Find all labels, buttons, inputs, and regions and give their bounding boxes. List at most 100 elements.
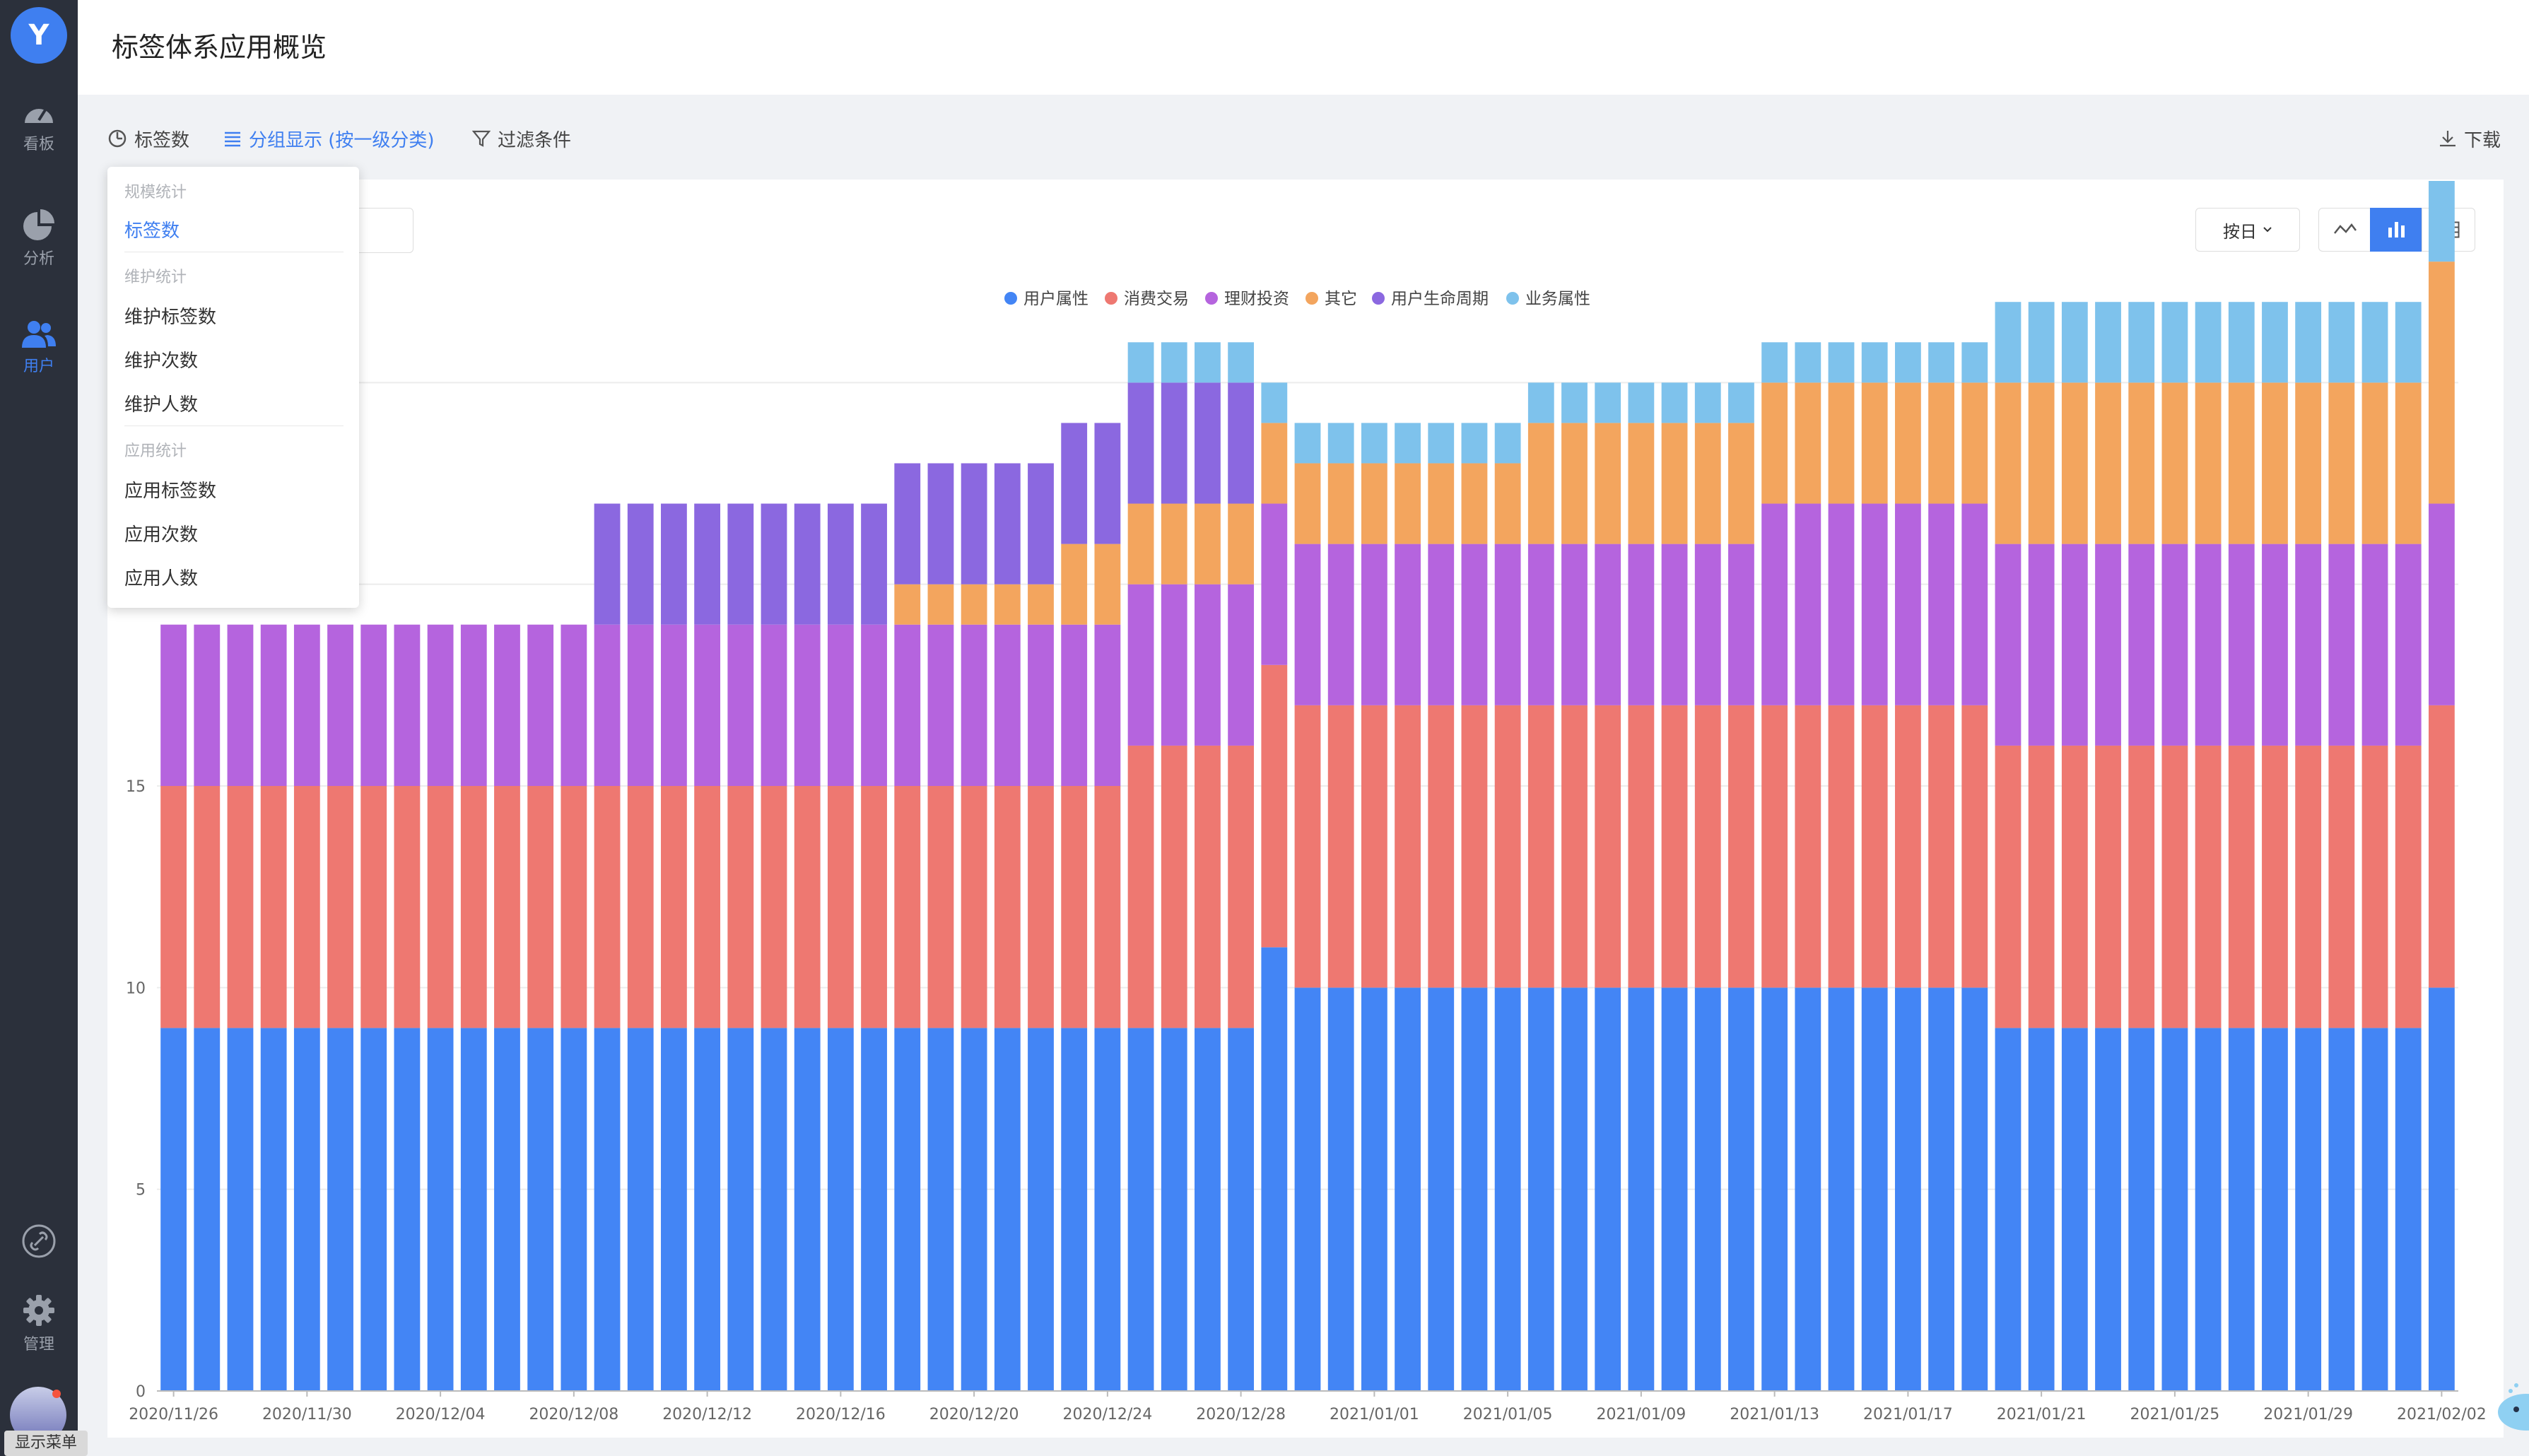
assistant-whale-icon[interactable] [2492, 1370, 2529, 1433]
sidebar-item-manage[interactable]: 管理 [0, 1293, 78, 1371]
menu-item-maintained-tags[interactable]: 维护标签数 [124, 307, 217, 328]
bar-segment [1527, 382, 1554, 423]
bar-segment [2262, 1028, 2288, 1391]
bar-segment [1828, 705, 1855, 988]
bar-segment [1795, 382, 1821, 504]
view-bar-button[interactable] [2370, 208, 2424, 252]
bar-segment [2295, 745, 2322, 1028]
menu-item-maintenance-times[interactable]: 维护次数 [124, 351, 199, 372]
filter-conditions-button[interactable]: 过滤条件 [472, 123, 571, 154]
x-tick-label: 2021/01/09 [1596, 1406, 1686, 1423]
bar-segment [1728, 382, 1754, 423]
x-tick-label: 2021/01/13 [1730, 1406, 1819, 1423]
bar-segment [927, 463, 954, 585]
sidebar-item-dashboard[interactable]: 看板 [0, 99, 78, 177]
bar-segment [727, 503, 754, 625]
bar-segment [1861, 987, 1888, 1391]
page-header: 标签体系应用概览 [78, 0, 2529, 95]
group-display-toggle[interactable]: 分组显示 (按一级分类) [223, 123, 435, 154]
bar-segment [2095, 745, 2121, 1028]
bar-segment [2195, 302, 2222, 383]
bar-segment [961, 463, 987, 585]
x-tick-label: 2020/12/08 [529, 1406, 618, 1423]
bar-segment [861, 624, 887, 786]
bar-segment [961, 624, 987, 786]
bar-segment [1028, 624, 1054, 786]
bar-segment [1428, 544, 1455, 705]
bar-segment [2361, 1028, 2388, 1391]
bar-segment [1494, 705, 1521, 988]
sidebar-item-users[interactable]: 用户 [0, 319, 78, 397]
bar-segment [2328, 302, 2355, 383]
bar-segment [2061, 745, 2088, 1028]
bar-segment [1195, 342, 1221, 383]
bar-segment [1595, 705, 1621, 988]
bar-segment [1961, 382, 1988, 504]
legend-label: 理财投资 [1224, 290, 1289, 308]
menu-item-applied-tags[interactable]: 应用标签数 [124, 481, 217, 502]
bar-segment [1294, 544, 1321, 705]
show-menu-button[interactable]: 显示菜单 [4, 1431, 88, 1456]
bar-segment [460, 624, 487, 786]
bar-segment [594, 503, 621, 625]
bar-segment [727, 624, 754, 786]
bar-segment [327, 624, 353, 786]
bar-segment [994, 584, 1021, 625]
bar-segment [1261, 423, 1288, 504]
bar-segment [994, 463, 1021, 585]
bar-segment [327, 1028, 353, 1391]
bar-segment [1028, 786, 1054, 1028]
bar-segment [2028, 302, 2055, 383]
line-chart-icon [2334, 223, 2357, 234]
bar-segment [2128, 745, 2155, 1028]
app-logo[interactable]: Y [11, 7, 67, 64]
bar-segment [1461, 987, 1488, 1391]
link-icon [22, 1224, 56, 1258]
x-tick-label: 2021/02/02 [2397, 1406, 2487, 1423]
bar-segment [1428, 987, 1455, 1391]
menu-item-maintainers[interactable]: 维护人数 [124, 394, 199, 416]
bar-segment [1861, 503, 1888, 705]
bar-segment [1861, 382, 1888, 504]
download-button[interactable]: 下载 [2439, 123, 2501, 154]
bar-segment [2161, 544, 2188, 746]
bar-segment [1094, 423, 1121, 544]
bar-segment [2028, 1028, 2055, 1391]
bar-segment [1894, 705, 1921, 988]
bar-segment [1628, 987, 1655, 1391]
bar-segment [761, 786, 787, 1028]
bar-segment [360, 624, 387, 786]
sidebar-item-link[interactable] [0, 1223, 78, 1301]
bar-segment [1561, 705, 1588, 988]
bar-segment [1661, 544, 1688, 705]
bar-segment [727, 1028, 754, 1391]
bar-segment [2361, 302, 2388, 383]
list-icon [225, 131, 240, 147]
menu-item-tag-count[interactable]: 标签数 [124, 221, 180, 242]
bar-segment [1228, 745, 1255, 1028]
bar-segment [1228, 382, 1255, 504]
x-tick-label: 2021/01/25 [2130, 1406, 2219, 1423]
bar-segment [1628, 382, 1655, 423]
bar-segment [1294, 463, 1321, 544]
bar-segment [2228, 544, 2255, 746]
menu-item-application-times[interactable]: 应用次数 [124, 524, 199, 546]
metric-selector[interactable]: 标签数 [107, 123, 189, 154]
menu-item-appliers[interactable]: 应用人数 [124, 568, 199, 589]
period-select[interactable]: 按日 [2195, 208, 2300, 252]
bar-segment [1161, 745, 1187, 1028]
bar-segment [1094, 624, 1121, 786]
search-input[interactable] [359, 208, 413, 253]
bar-segment [427, 624, 454, 786]
bar-segment [1127, 342, 1154, 383]
sidebar-item-analysis[interactable]: 分析 [0, 209, 78, 287]
bar-segment [2262, 302, 2288, 383]
bar-segment [2128, 302, 2155, 383]
bar-segment [1961, 503, 1988, 705]
x-tick-label: 2020/12/04 [396, 1406, 486, 1423]
bar-segment [2128, 544, 2155, 746]
bar-segment [1061, 1028, 1088, 1391]
bar-segment [1761, 705, 1788, 988]
bar-segment [1127, 503, 1154, 585]
bar-segment [1061, 624, 1088, 786]
